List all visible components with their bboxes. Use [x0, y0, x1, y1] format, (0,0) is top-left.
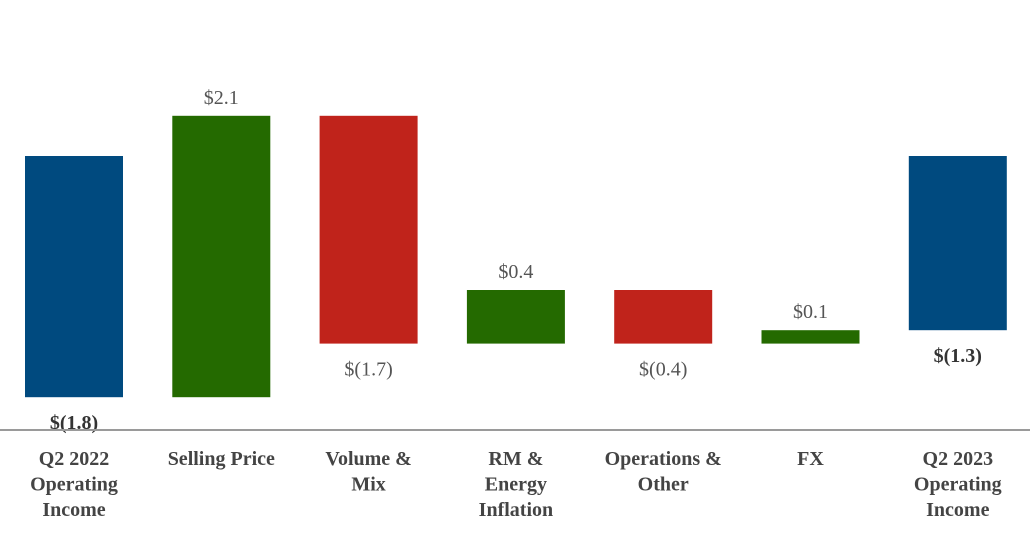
- category-label-4-line-1: Other: [638, 474, 689, 496]
- category-label-3-line-1: Energy: [485, 474, 547, 496]
- category-label-6-line-0: Q2 2023: [923, 448, 994, 470]
- value-label-5: $0.1: [793, 301, 828, 323]
- bar-0: [25, 156, 123, 398]
- value-label-4: $(0.4): [639, 359, 687, 381]
- value-label-0: $(1.8): [50, 412, 98, 434]
- value-label-2: $(1.7): [344, 359, 392, 381]
- category-label-3: RM & Energy Inflation: [479, 448, 553, 521]
- category-label-1: Selling Price: [168, 448, 275, 470]
- bars-group: [25, 115, 1007, 398]
- category-label-6-line-2: Income: [926, 499, 989, 521]
- category-label-4-line-0: Operations &: [605, 448, 722, 470]
- bar-6: [908, 156, 1007, 331]
- category-label-0: Q2 2022 Operating Income: [30, 448, 118, 521]
- category-label-3-line-2: Inflation: [479, 499, 553, 521]
- category-label-1-line-0: Selling Price: [168, 448, 275, 470]
- value-label-1: $2.1: [204, 87, 239, 109]
- bar-3: [466, 290, 565, 344]
- value-label-3: $0.4: [498, 261, 533, 283]
- bar-2: [319, 115, 418, 344]
- category-label-3-line-0: RM &: [488, 448, 543, 470]
- value-label-6: $(1.3): [934, 345, 982, 367]
- category-label-6-line-1: Operating: [914, 474, 1002, 496]
- category-label-0-line-1: Operating: [30, 474, 118, 496]
- bar-4: [614, 290, 713, 344]
- bar-5: [761, 330, 860, 344]
- category-label-5: FX: [797, 448, 824, 470]
- category-label-4: Operations & Other: [605, 448, 722, 496]
- category-label-6: Q2 2023 Operating Income: [914, 448, 1002, 521]
- category-label-2-line-0: Volume &: [325, 448, 411, 470]
- category-label-2: Volume & Mix: [325, 448, 411, 496]
- category-labels-group: Q2 2022 Operating Income Selling Price Volum…: [30, 448, 1002, 521]
- category-label-0-line-2: Income: [42, 499, 105, 521]
- category-label-5-line-0: FX: [797, 448, 824, 470]
- category-label-2-line-1: Mix: [351, 474, 385, 496]
- category-label-0-line-0: Q2 2022: [39, 448, 110, 470]
- bar-1: [172, 115, 271, 398]
- value-labels-group: $(1.8) $2.1 $(1.7) $0.4 $(0.4) $0.1 $(1.3): [50, 87, 982, 434]
